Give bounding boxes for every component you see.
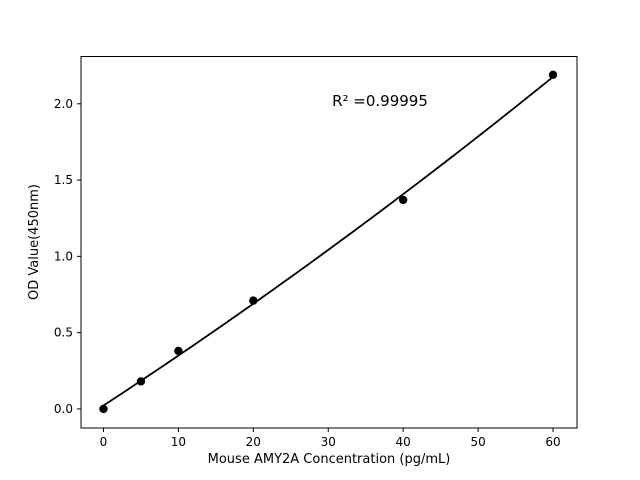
- y-tick-label: 1.0: [54, 249, 73, 263]
- x-tick-label: 60: [545, 435, 560, 449]
- y-tick-label: 2.0: [54, 97, 73, 111]
- data-series: [99, 70, 558, 414]
- x-tick-label: 10: [171, 435, 186, 449]
- data-point: [174, 346, 183, 356]
- data-point: [249, 296, 258, 305]
- y-tick-label: 0.0: [54, 402, 73, 416]
- x-tick-label: 50: [470, 435, 485, 449]
- x-tick-label: 30: [321, 435, 336, 449]
- data-point: [99, 404, 108, 414]
- y-axis-label: OD Value(450nm): [27, 184, 42, 300]
- x-axis-ticks: 0 10 20 30 40 50 60: [100, 428, 561, 449]
- y-axis-ticks: 0.0 0.5 1.0 1.5 2.0: [54, 97, 81, 416]
- y-tick-label: 0.5: [54, 326, 73, 340]
- x-axis-label: Mouse AMY2A Concentration (pg/mL): [208, 452, 451, 467]
- plot-area-border: [80, 56, 578, 429]
- x-tick-label: 40: [396, 435, 411, 449]
- x-tick-label: 0: [100, 435, 108, 449]
- y-tick-label: 1.5: [54, 173, 73, 187]
- fit-line: [102, 76, 554, 407]
- data-point: [398, 195, 408, 205]
- r-squared-annotation: R² =0.99995: [332, 92, 428, 110]
- x-tick-label: 20: [246, 435, 261, 449]
- data-point: [548, 70, 558, 80]
- data-point: [136, 377, 146, 386]
